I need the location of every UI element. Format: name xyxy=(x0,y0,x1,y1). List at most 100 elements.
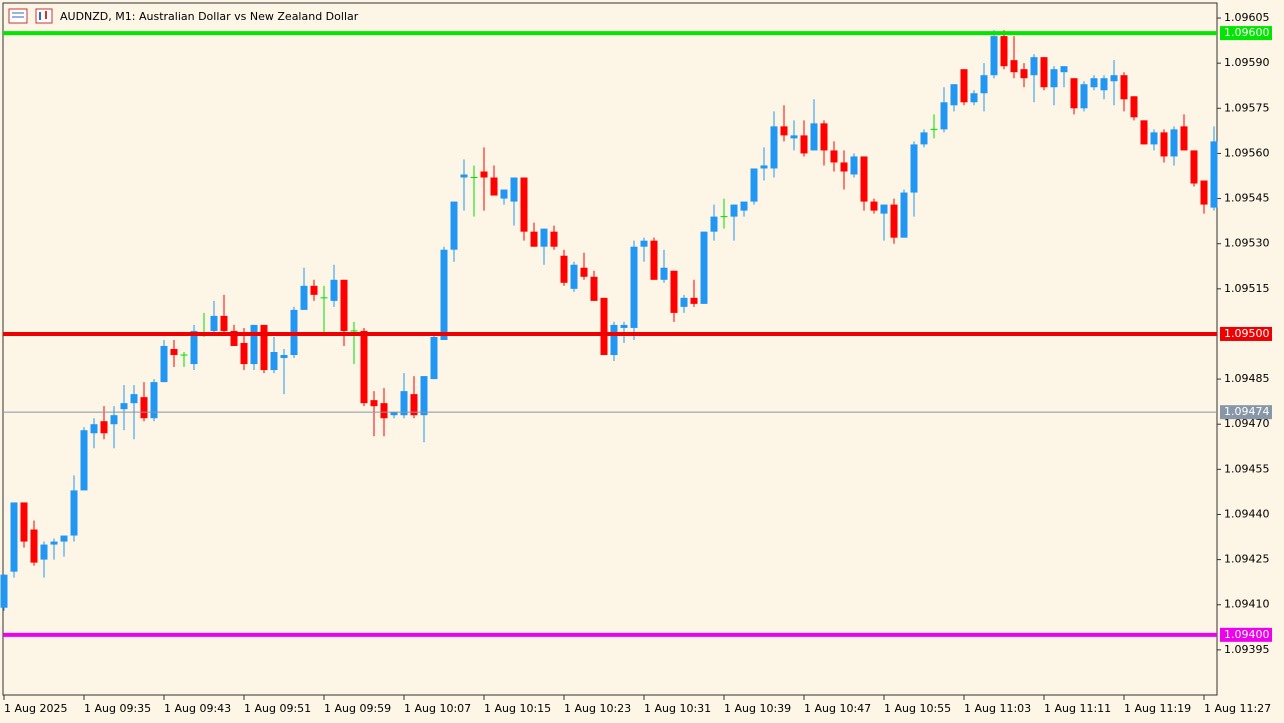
candle-body xyxy=(230,330,238,346)
candle-body xyxy=(680,297,688,307)
y-tick-label: 1.09410 xyxy=(1224,598,1270,611)
x-tick-label: 1 Aug 09:35 xyxy=(84,702,151,715)
candle-body xyxy=(740,201,748,211)
candle-body xyxy=(1030,57,1038,76)
candle-body xyxy=(90,424,98,434)
x-tick-label: 1 Aug 10:39 xyxy=(724,702,791,715)
x-tick-label: 1 Aug 11:03 xyxy=(964,702,1031,715)
y-tick-label: 1.09485 xyxy=(1224,372,1270,385)
candle-body xyxy=(130,394,138,404)
candle-body xyxy=(610,324,618,356)
candle-body xyxy=(1130,96,1138,118)
candle-body xyxy=(1160,132,1168,157)
candle-body xyxy=(750,168,758,202)
candle-body xyxy=(410,394,418,416)
candle-body xyxy=(1120,75,1128,100)
candle-body xyxy=(1170,129,1178,157)
candle-body xyxy=(850,156,858,175)
y-tick-label: 1.09515 xyxy=(1224,282,1270,295)
candle-body xyxy=(530,231,538,247)
price-level-label: 1.09474 xyxy=(1224,405,1270,418)
candle-body xyxy=(1070,78,1078,109)
price-level-tag xyxy=(1220,26,1272,41)
candle-body xyxy=(980,75,988,94)
candle-body xyxy=(10,502,18,572)
candle-body xyxy=(100,421,108,434)
candle-body xyxy=(730,204,738,217)
candle-body xyxy=(960,69,968,103)
candle-body xyxy=(1180,126,1188,151)
candle-body xyxy=(600,297,608,356)
x-tick-label: 1 Aug 10:47 xyxy=(804,702,871,715)
candle-body xyxy=(340,279,348,331)
icon xyxy=(35,8,53,24)
candle-body xyxy=(940,102,948,130)
candle-body xyxy=(650,240,658,280)
candle-body xyxy=(240,342,248,365)
y-tick-label: 1.09425 xyxy=(1224,553,1270,566)
app-icons xyxy=(8,8,53,24)
candle-body xyxy=(1020,69,1028,79)
candle-body xyxy=(580,267,588,277)
candle-body xyxy=(830,150,838,163)
candle-body xyxy=(1060,66,1068,73)
candle-body xyxy=(880,204,888,214)
price-level-tag xyxy=(1220,405,1272,420)
candle-body xyxy=(250,324,258,365)
candle-body xyxy=(560,255,568,283)
candle-body xyxy=(910,144,918,193)
candle-body xyxy=(70,490,78,536)
y-tick-label: 1.09455 xyxy=(1224,462,1270,475)
candle-body xyxy=(1000,36,1008,67)
candle-body xyxy=(0,574,8,608)
plot-frame xyxy=(2,2,1218,696)
candle-body xyxy=(1140,120,1148,145)
y-tick-label: 1.09545 xyxy=(1224,192,1270,205)
x-tick-label: 1 Aug 10:55 xyxy=(884,702,951,715)
y-tick-label: 1.09470 xyxy=(1224,417,1270,430)
y-tick-label: 1.09440 xyxy=(1224,507,1270,520)
candle-body xyxy=(1110,75,1118,82)
candle-body xyxy=(790,135,798,139)
candle-body xyxy=(800,135,808,154)
candle-body xyxy=(210,315,218,331)
candle-body xyxy=(1080,84,1088,109)
x-tick-label: 1 Aug 09:43 xyxy=(164,702,231,715)
candle-body xyxy=(1090,78,1098,88)
x-tick-label: 1 Aug 09:59 xyxy=(324,702,391,715)
x-tick-label: 1 Aug 10:15 xyxy=(484,702,551,715)
chart-title: AUDNZD, M1: Australian Dollar vs New Zea… xyxy=(60,10,359,23)
y-tick-label: 1.09605 xyxy=(1224,11,1270,24)
candle-body xyxy=(390,412,398,416)
candle-body xyxy=(540,228,548,247)
candle-body xyxy=(760,165,768,169)
candle-body xyxy=(510,177,518,202)
candle-body xyxy=(120,403,128,410)
candle-body xyxy=(490,177,498,196)
candle-body xyxy=(360,330,368,404)
candle-body xyxy=(900,192,908,238)
candle-body xyxy=(920,132,928,145)
candle-body xyxy=(1010,60,1018,73)
price-level-label: 1.09600 xyxy=(1224,26,1270,39)
candle-body xyxy=(1050,69,1058,88)
candle-body xyxy=(970,93,978,103)
candle-body xyxy=(950,84,958,106)
price-level-label: 1.09500 xyxy=(1224,327,1270,340)
candle-body xyxy=(990,36,998,76)
y-tick-label: 1.09395 xyxy=(1224,643,1270,656)
candle-body xyxy=(80,430,88,491)
x-tick-label: 1 Aug 11:27 xyxy=(1204,702,1271,715)
candle-body xyxy=(380,403,388,419)
candle-body xyxy=(710,216,718,232)
candle-body xyxy=(330,279,338,301)
candle-body xyxy=(300,285,308,310)
candle-body xyxy=(150,382,158,419)
candle-body xyxy=(270,352,278,371)
y-tick-label: 1.09590 xyxy=(1224,56,1270,69)
x-tick-label: 1 Aug 11:19 xyxy=(1124,702,1191,715)
x-tick-label: 1 Aug 11:11 xyxy=(1044,702,1111,715)
